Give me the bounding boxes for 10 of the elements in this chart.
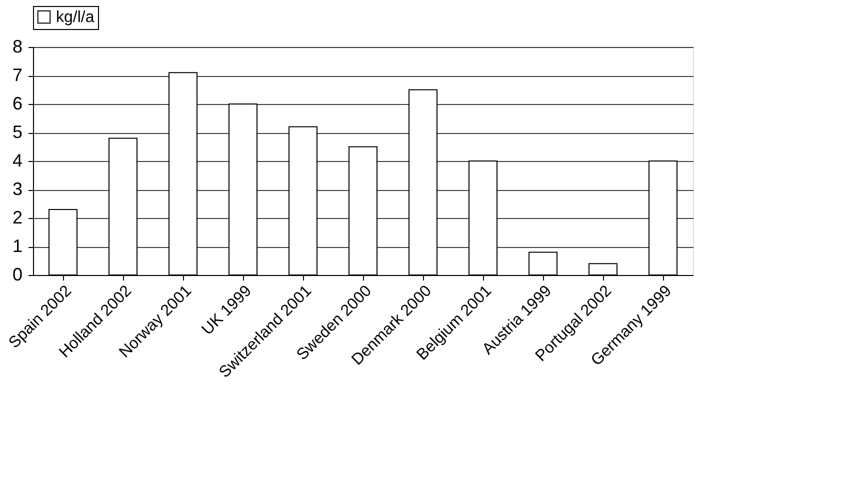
y-tick-label: 8 <box>12 36 22 56</box>
y-tick-label: 3 <box>12 179 22 199</box>
legend-label: kg/l/a <box>56 9 94 26</box>
y-tick-label: 6 <box>12 94 22 114</box>
y-tick-label: 7 <box>12 65 22 85</box>
y-tick-label: 0 <box>12 264 22 284</box>
y-tick-label: 2 <box>12 208 22 228</box>
y-tick-label: 5 <box>12 122 22 142</box>
y-tick-label: 1 <box>12 236 22 256</box>
y-tick-label: 4 <box>12 150 22 170</box>
